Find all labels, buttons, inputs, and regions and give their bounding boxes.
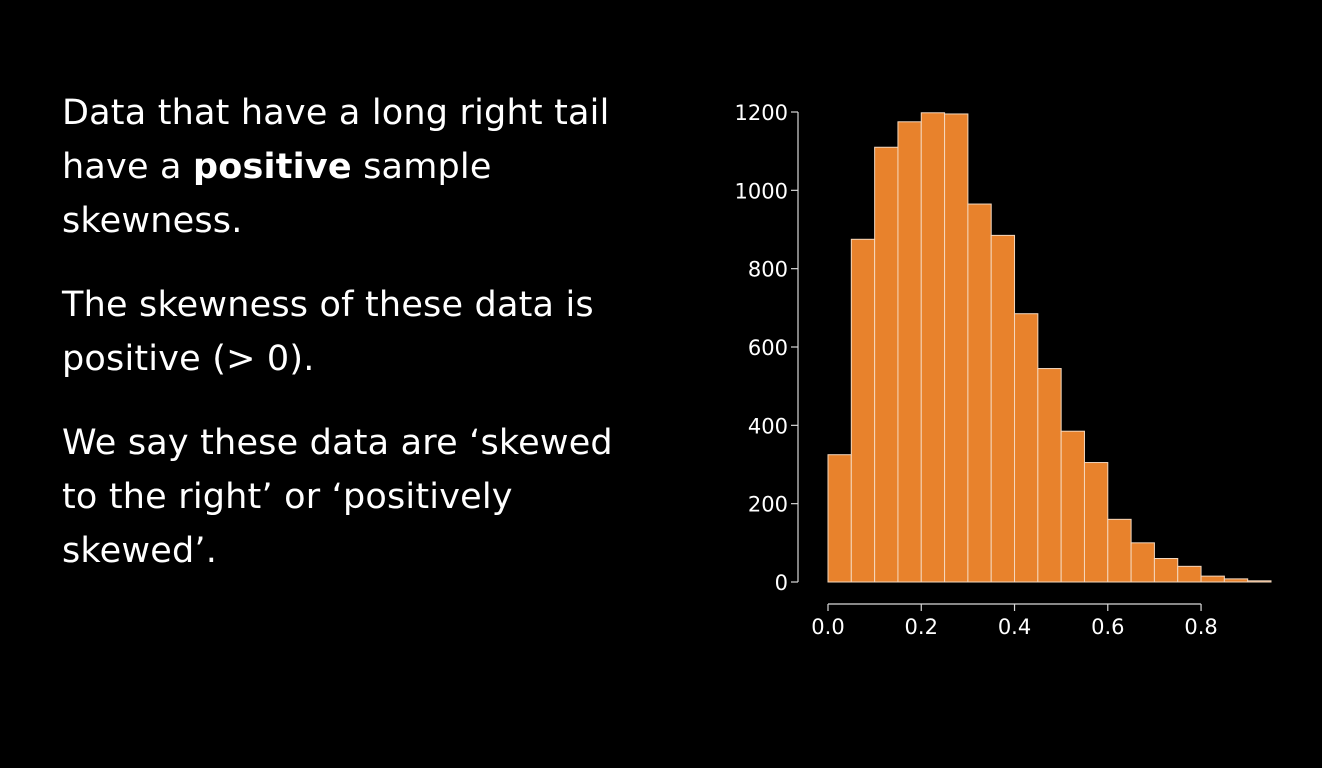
histogram-bar [920,112,946,583]
paragraph-1-text-after: sample skewness. [62,147,492,241]
y-tick-label: 1000 [735,179,788,203]
x-tick-label: 0.0 [811,615,844,639]
paragraph-1-text-before: Data that have a long right tail have a [62,93,610,187]
histogram-bar [944,113,969,583]
histogram-bars [827,112,1272,583]
histogram-bar [1200,575,1225,583]
histogram-bar [827,454,852,583]
histogram-bar [1083,462,1109,583]
histogram-bar [1037,368,1062,583]
paragraph-1: Data that have a long right tail have a … [62,86,642,248]
paragraph-2-text: The skewness of these data is positive (… [62,285,594,379]
histogram-bar [1247,580,1272,583]
paragraph-3: We say these data are ‘skewed to the rig… [62,416,642,578]
histogram-bar [1223,578,1249,583]
histogram-bar [874,146,899,583]
histogram-bar [967,203,992,583]
x-tick-label: 0.2 [905,615,938,639]
histogram-bar [1130,542,1155,583]
histogram-chart: 0 200 400 600 800 1000 1200 0.0 0.2 0.4 0.6 0.8 [735,101,1272,639]
histogram-bar [850,238,876,583]
x-tick-label: 0.8 [1184,615,1217,639]
paragraph-3-text: We say these data are ‘skewed to the rig… [62,423,613,571]
x-axis: 0.0 0.2 0.4 0.6 0.8 [811,603,1218,639]
slide-text: Data that have a long right tail have a … [62,86,642,608]
y-tick-label: 800 [748,258,788,282]
histogram-bar [1014,313,1039,583]
y-tick-label: 1200 [735,101,788,125]
x-tick-label: 0.6 [1091,615,1124,639]
y-tick-label: 600 [748,336,788,360]
histogram-bar [1060,430,1085,583]
histogram-bar [1153,558,1179,583]
y-tick-label: 0 [775,571,788,595]
paragraph-2: The skewness of these data is positive (… [62,278,642,386]
y-tick-label: 200 [748,493,788,517]
histogram-bar [1177,565,1202,583]
histogram-bar [897,121,922,583]
histogram-bar [1107,518,1132,583]
histogram-bar [990,234,1016,583]
y-tick-label: 400 [748,414,788,438]
y-axis: 0 200 400 600 800 1000 1200 [735,101,799,595]
paragraph-1-bold-word: positive [192,147,352,187]
x-tick-label: 0.4 [998,615,1031,639]
